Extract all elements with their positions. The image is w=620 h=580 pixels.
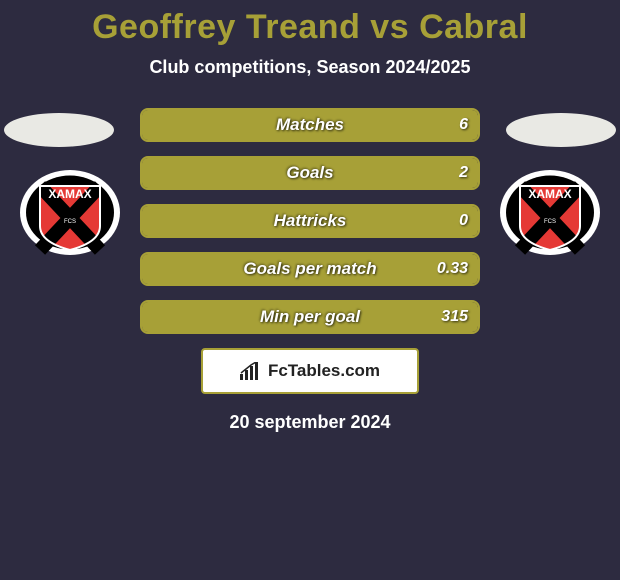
stat-value: 2 <box>459 158 468 188</box>
chart-icon <box>240 362 262 380</box>
comparison-card: Geoffrey Treand vs Cabral Club competiti… <box>0 8 620 580</box>
player2-club-badge: XAMAX FCS <box>500 170 600 255</box>
player2-name: Cabral <box>419 8 528 46</box>
date-label: 20 september 2024 <box>0 412 620 433</box>
player1-marker <box>4 113 114 147</box>
stat-bar: Hattricks0 <box>140 204 480 238</box>
svg-text:XAMAX: XAMAX <box>48 187 91 201</box>
player2-marker <box>506 113 616 147</box>
stat-value: 315 <box>441 302 468 332</box>
stat-label: Hattricks <box>142 206 478 236</box>
stat-bar: Goals2 <box>140 156 480 190</box>
brand-box[interactable]: FcTables.com <box>201 348 419 394</box>
stats-bars: Matches6Goals2Hattricks0Goals per match0… <box>140 108 480 334</box>
stat-bar: Goals per match0.33 <box>140 252 480 286</box>
subtitle: Club competitions, Season 2024/2025 <box>0 57 620 78</box>
content-area: XAMAX FCS XAMAX FCS Matches6 Goals2 Hattri… <box>0 108 620 433</box>
svg-text:XAMAX: XAMAX <box>528 187 571 201</box>
stat-bar: Min per goal315 <box>140 300 480 334</box>
svg-text:FCS: FCS <box>544 219 556 225</box>
stat-label: Min per goal <box>142 302 478 332</box>
svg-text:FCS: FCS <box>64 219 76 225</box>
stat-value: 0.33 <box>437 254 468 284</box>
stat-value: 6 <box>459 110 468 140</box>
stat-label: Matches <box>142 110 478 140</box>
player1-name: Geoffrey Treand <box>92 8 360 46</box>
vs-separator: vs <box>370 8 409 46</box>
stat-label: Goals per match <box>142 254 478 284</box>
stat-value: 0 <box>459 206 468 236</box>
brand-text: FcTables.com <box>268 361 380 381</box>
player1-club-badge: XAMAX FCS <box>20 170 120 255</box>
stat-label: Goals <box>142 158 478 188</box>
page-title: Geoffrey Treand vs Cabral <box>0 8 620 47</box>
stat-bar: Matches6 <box>140 108 480 142</box>
